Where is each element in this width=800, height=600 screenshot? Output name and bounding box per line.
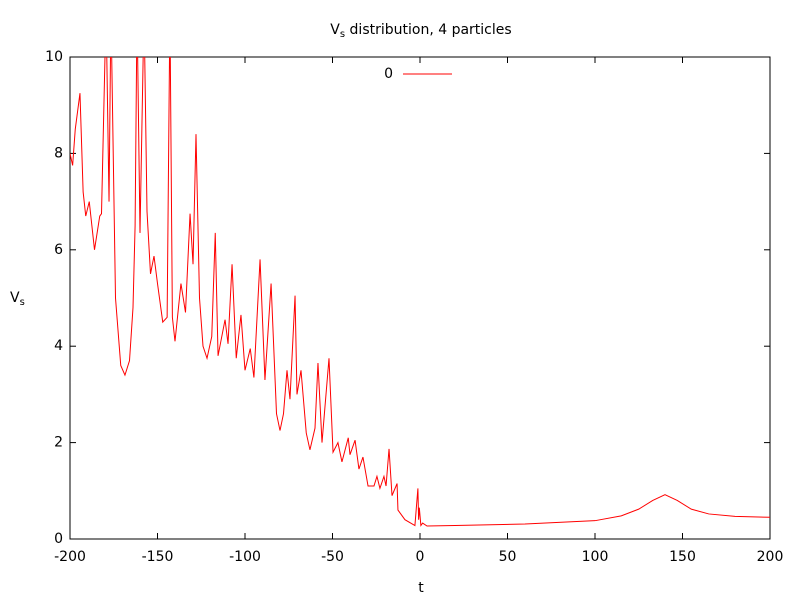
x-tick-label: -100 xyxy=(229,549,261,565)
x-tick-label: 200 xyxy=(757,549,784,565)
x-tick-label: 50 xyxy=(499,549,517,565)
y-label-part: V xyxy=(10,290,20,306)
x-tick-label: 0 xyxy=(416,549,425,565)
y-axis-label: Vs xyxy=(10,290,25,308)
chart-title: Vs distribution, 4 particles xyxy=(330,22,511,40)
title-part: distribution, 4 particles xyxy=(345,22,512,38)
x-tick-label: -50 xyxy=(321,549,344,565)
x-tick-label: -150 xyxy=(142,549,174,565)
plot-frame xyxy=(69,56,771,540)
title-subscript: s xyxy=(340,29,345,40)
data-line xyxy=(70,57,770,527)
y-label-subscript: s xyxy=(20,297,25,308)
y-tick-label: 4 xyxy=(54,338,63,354)
y-tick-label: 6 xyxy=(54,242,63,258)
y-tick-label: 10 xyxy=(45,49,63,65)
y-tick-label: 0 xyxy=(54,531,63,547)
y-tick-label: 8 xyxy=(54,145,63,161)
x-tick-label: 150 xyxy=(669,549,696,565)
legend-label: 0 xyxy=(384,66,393,82)
x-tick-label: -200 xyxy=(54,549,86,565)
x-tick-label: 100 xyxy=(582,549,609,565)
x-axis-label: t xyxy=(418,580,424,596)
title-part: V xyxy=(330,22,340,38)
y-tick-label: 2 xyxy=(54,435,63,451)
